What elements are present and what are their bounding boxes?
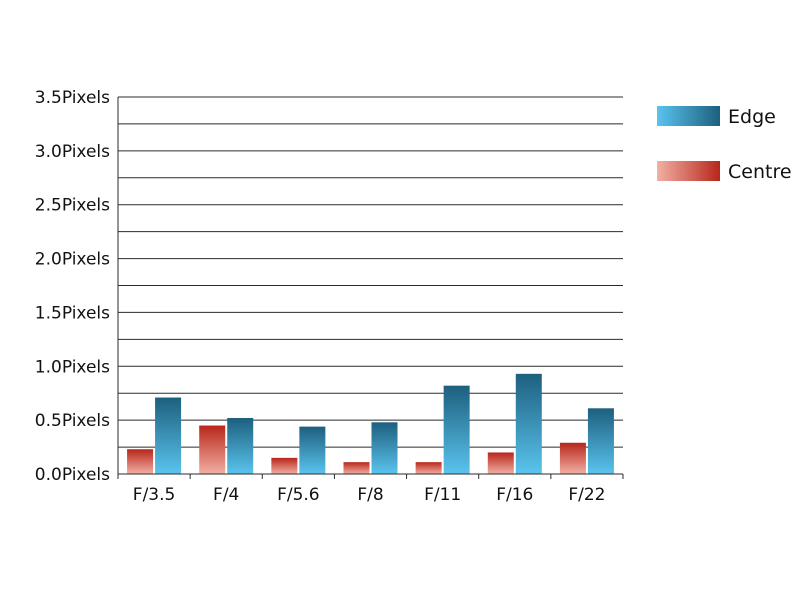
bar-edge-f-4 [227, 417, 254, 474]
y-axis-tick-labels: 0.0Pixels 0.5Pixels 1.0Pixels 1.5Pixels 2.0P… [35, 88, 110, 485]
legend-label-centre: Centre [728, 161, 792, 183]
legend-swatch-centre [657, 161, 720, 181]
y-tick-label: 3.5Pixels [35, 88, 110, 108]
legend-label-edge: Edge [728, 106, 776, 128]
y-tick-label: 2.0Pixels [35, 250, 110, 270]
bar-centre-f-4 [199, 425, 226, 474]
axes [117, 97, 624, 479]
y-tick-label: 1.0Pixels [35, 357, 110, 377]
x-tick-label: F/16 [496, 485, 533, 505]
x-tick-label: F/22 [568, 485, 605, 505]
bar-centre-f-22 [559, 442, 586, 474]
legend-item-centre: Centre [657, 161, 792, 183]
bar-edge-f-11 [443, 385, 470, 474]
bar-edge-f-16 [515, 373, 542, 474]
bar-edge-f-8 [371, 422, 398, 474]
y-tick-label: 0.0Pixels [35, 465, 110, 485]
bar-centre-f-3-5 [127, 449, 154, 474]
x-axis-tick-labels: F/3.5 F/4 F/5.6 F/8 F/11 F/16 F/22 [133, 485, 606, 505]
bar-centre-f-16 [487, 452, 514, 474]
x-tick-label: F/3.5 [133, 485, 176, 505]
bar-centre-f-8 [343, 462, 370, 474]
y-tick-label: 3.0Pixels [35, 142, 110, 162]
bar-edge-f-5-6 [299, 426, 326, 474]
legend-item-edge: Edge [657, 106, 776, 128]
gridlines [118, 96, 623, 448]
x-tick-label: F/11 [424, 485, 461, 505]
x-tick-label: F/4 [213, 485, 239, 505]
bars [127, 373, 614, 474]
bar-centre-f-5-6 [271, 457, 298, 474]
bar-edge-f-22 [587, 408, 614, 474]
bar-edge-f-3-5 [155, 397, 182, 474]
x-tick-label: F/5.6 [277, 485, 320, 505]
x-tick-label: F/8 [357, 485, 383, 505]
bar-centre-f-11 [415, 462, 442, 474]
y-tick-label: 2.5Pixels [35, 196, 110, 216]
y-tick-label: 1.5Pixels [35, 303, 110, 323]
y-tick-label: 0.5Pixels [35, 411, 110, 431]
legend-swatch-edge [657, 106, 720, 126]
legend: Edge Centre [657, 106, 792, 183]
